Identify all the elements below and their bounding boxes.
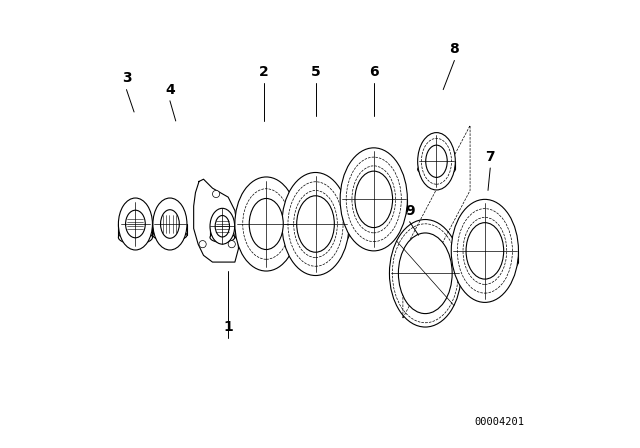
Ellipse shape (421, 138, 452, 184)
Ellipse shape (466, 223, 504, 279)
Ellipse shape (297, 196, 334, 252)
Ellipse shape (161, 210, 179, 238)
Polygon shape (403, 125, 470, 318)
Ellipse shape (288, 182, 343, 266)
Ellipse shape (340, 148, 408, 251)
Ellipse shape (398, 233, 452, 314)
Ellipse shape (294, 190, 337, 258)
Text: 9: 9 (404, 203, 415, 218)
Ellipse shape (228, 241, 236, 248)
Text: 1: 1 (223, 320, 233, 334)
Text: 7: 7 (485, 150, 495, 164)
Text: 6: 6 (369, 65, 379, 79)
Text: 4: 4 (165, 82, 175, 97)
Ellipse shape (355, 171, 392, 228)
Ellipse shape (243, 189, 290, 259)
Ellipse shape (118, 198, 152, 250)
Text: 3: 3 (122, 71, 131, 86)
Ellipse shape (153, 198, 187, 250)
Ellipse shape (346, 157, 401, 241)
Text: 8: 8 (449, 42, 460, 56)
Ellipse shape (401, 236, 450, 310)
Ellipse shape (418, 163, 455, 176)
Ellipse shape (210, 233, 235, 242)
Ellipse shape (235, 225, 298, 246)
Ellipse shape (418, 133, 455, 190)
Ellipse shape (352, 166, 396, 233)
Ellipse shape (389, 220, 461, 327)
Ellipse shape (451, 199, 518, 302)
Ellipse shape (199, 241, 206, 248)
Text: 00004201: 00004201 (474, 417, 524, 427)
Ellipse shape (282, 224, 349, 246)
Ellipse shape (463, 217, 507, 284)
Text: 5: 5 (310, 65, 321, 79)
Ellipse shape (282, 172, 349, 276)
Text: 2: 2 (259, 65, 269, 79)
Ellipse shape (426, 145, 447, 177)
Ellipse shape (235, 177, 298, 271)
Ellipse shape (118, 231, 152, 244)
Ellipse shape (392, 224, 458, 323)
Ellipse shape (249, 198, 284, 250)
Ellipse shape (215, 215, 230, 237)
Polygon shape (194, 179, 239, 262)
Ellipse shape (451, 251, 518, 273)
Ellipse shape (210, 208, 235, 244)
Ellipse shape (153, 229, 187, 241)
Ellipse shape (340, 199, 408, 222)
Ellipse shape (212, 190, 220, 198)
Ellipse shape (458, 209, 513, 293)
Ellipse shape (125, 210, 145, 238)
